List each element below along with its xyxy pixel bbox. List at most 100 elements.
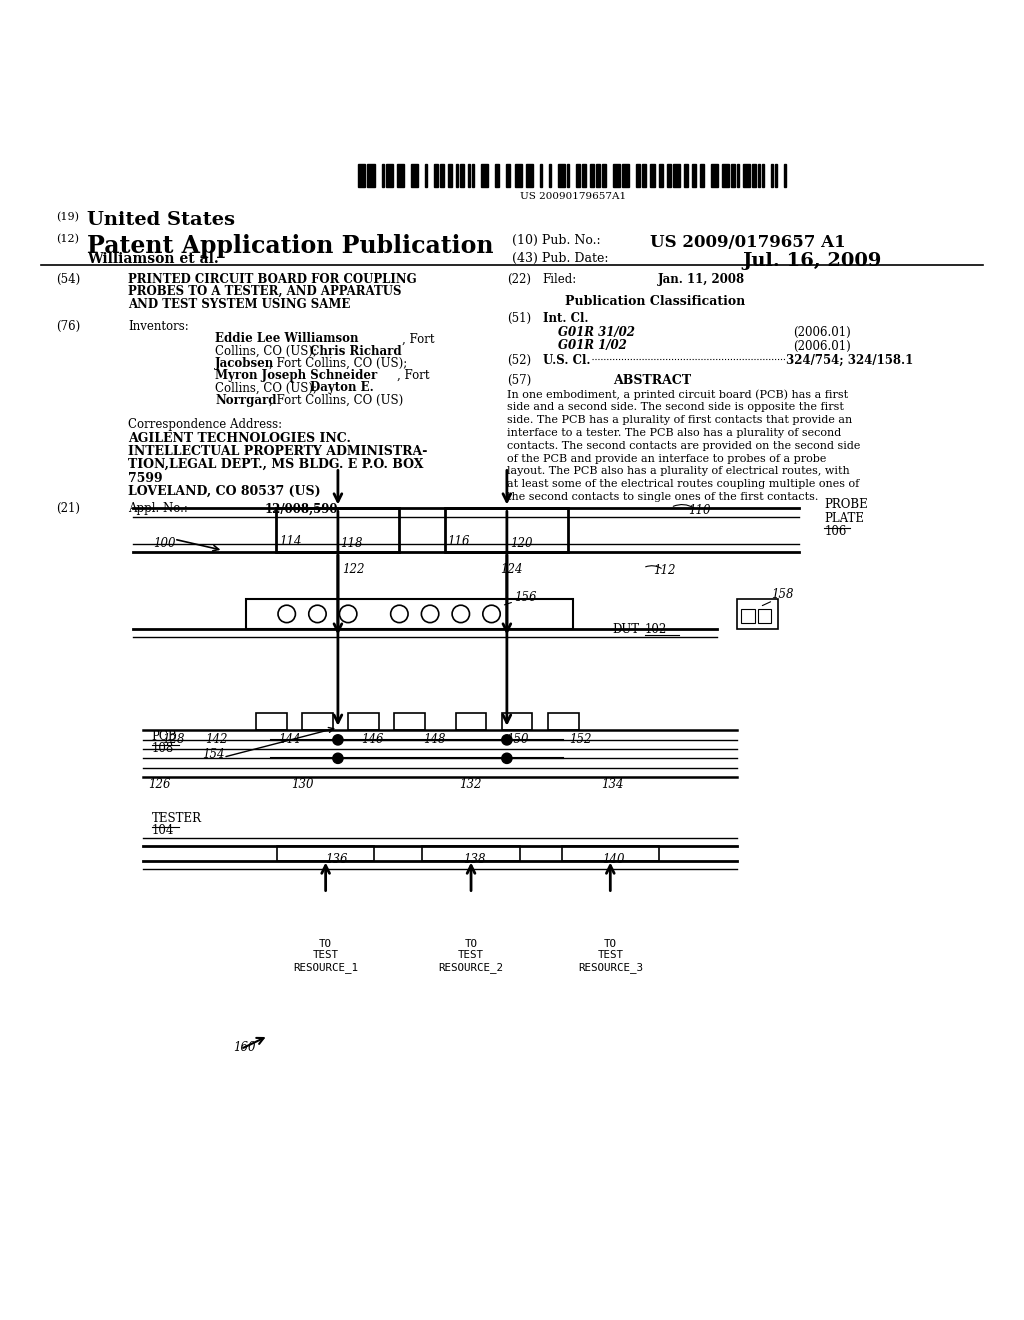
Text: (51): (51) [507, 312, 531, 325]
Bar [575, 165, 580, 187]
Bar [784, 165, 786, 187]
Bar [394, 713, 425, 730]
Bar [737, 165, 739, 187]
Text: Inventors:: Inventors: [128, 319, 188, 333]
Bar [456, 165, 458, 187]
Text: ABSTRACT: ABSTRACT [613, 375, 691, 387]
Text: 132: 132 [459, 779, 481, 792]
Bar [434, 165, 438, 187]
Text: 146: 146 [361, 734, 384, 746]
Text: Publication Classification: Publication Classification [565, 296, 745, 309]
Text: 118: 118 [340, 537, 362, 549]
Text: , Fort Collins, CO (US);: , Fort Collins, CO (US); [269, 356, 408, 370]
Text: 128: 128 [162, 734, 184, 746]
Text: Williamson et al.: Williamson et al. [87, 252, 219, 267]
Text: 108: 108 [152, 742, 174, 755]
Text: 122: 122 [342, 564, 365, 577]
Bar [650, 165, 654, 187]
Text: TO
TEST
RESOURCE_1: TO TEST RESOURCE_1 [293, 939, 358, 973]
Bar [743, 165, 751, 187]
Text: 140: 140 [602, 853, 625, 866]
Text: AGILENT TECHNOLOGIES INC.: AGILENT TECHNOLOGIES INC. [128, 432, 351, 445]
Text: LOVELAND, CO 80537 (US): LOVELAND, CO 80537 (US) [128, 484, 321, 498]
Text: (76): (76) [56, 319, 81, 333]
Bar [692, 165, 696, 187]
Text: 150: 150 [506, 734, 528, 746]
Text: 152: 152 [569, 734, 592, 746]
Text: PCB: PCB [152, 730, 177, 743]
Text: TION,LEGAL DEPT., MS BLDG. E P.O. BOX: TION,LEGAL DEPT., MS BLDG. E P.O. BOX [128, 458, 424, 471]
Text: 112: 112 [653, 565, 676, 577]
Text: of the PCB and provide an interface to probes of a probe: of the PCB and provide an interface to p… [507, 454, 826, 463]
Text: , Fort: , Fort [402, 333, 435, 346]
Text: Collins, CO (US);: Collins, CO (US); [215, 381, 321, 395]
Bar [762, 165, 764, 187]
Text: (19): (19) [56, 211, 79, 222]
Text: United States: United States [87, 211, 236, 230]
Text: 144: 144 [279, 734, 301, 746]
Bar [771, 165, 773, 187]
Bar [525, 165, 532, 187]
Bar [276, 508, 399, 553]
Bar [596, 165, 600, 187]
Bar [460, 165, 464, 187]
Bar [775, 165, 777, 187]
Text: 100: 100 [154, 537, 176, 549]
Text: the second contacts to single ones of the first contacts.: the second contacts to single ones of th… [507, 492, 818, 502]
Text: (12): (12) [56, 234, 79, 244]
Text: Myron Joseph Schneider: Myron Joseph Schneider [215, 370, 377, 383]
Text: interface to a tester. The PCB also has a plurality of second: interface to a tester. The PCB also has … [507, 428, 841, 438]
Circle shape [502, 735, 512, 744]
Circle shape [333, 754, 343, 763]
Bar [396, 165, 403, 187]
Text: layout. The PCB also has a plurality of electrical routes, with: layout. The PCB also has a plurality of … [507, 466, 850, 477]
Text: , Fort: , Fort [397, 370, 430, 383]
Text: 12/008,590: 12/008,590 [264, 503, 338, 515]
Bar [758, 165, 760, 187]
Bar [636, 165, 640, 187]
Bar [582, 165, 586, 187]
Text: PROBES TO A TESTER, AND APPARATUS: PROBES TO A TESTER, AND APPARATUS [128, 285, 401, 298]
Bar [549, 165, 551, 187]
Text: TO
TEST
RESOURCE_2: TO TEST RESOURCE_2 [438, 939, 504, 973]
Text: (57): (57) [507, 375, 531, 387]
Text: side. The PCB has a plurality of first contacts that provide an: side. The PCB has a plurality of first c… [507, 416, 852, 425]
Bar [613, 165, 621, 187]
Text: , Fort Collins, CO (US): , Fort Collins, CO (US) [269, 393, 403, 407]
Text: Appl. No.:: Appl. No.: [128, 503, 187, 515]
Bar [722, 165, 729, 187]
Bar [423, 846, 520, 861]
Bar [731, 165, 735, 187]
Bar [348, 713, 379, 730]
Text: (43) Pub. Date:: (43) Pub. Date: [512, 252, 608, 265]
Bar [548, 713, 579, 730]
Bar [623, 165, 630, 187]
Bar [590, 165, 594, 187]
Text: (22): (22) [507, 273, 530, 286]
Bar [602, 165, 606, 187]
Text: Int. Cl.: Int. Cl. [543, 312, 588, 325]
Circle shape [502, 754, 512, 763]
Bar [558, 165, 565, 187]
Text: Norrgard: Norrgard [215, 393, 276, 407]
Bar [382, 165, 384, 187]
Text: (2006.01): (2006.01) [794, 326, 851, 339]
Bar [507, 165, 511, 187]
Text: 124: 124 [500, 564, 522, 577]
Text: Collins, CO (US);: Collins, CO (US); [215, 345, 321, 358]
Text: G01R 1/02: G01R 1/02 [558, 339, 627, 352]
Bar [445, 508, 568, 553]
Text: Jacobsen: Jacobsen [215, 356, 274, 370]
Bar [540, 165, 542, 187]
Text: 116: 116 [447, 535, 470, 548]
Text: 120: 120 [510, 537, 532, 549]
Bar [449, 165, 452, 187]
Text: 7599: 7599 [128, 471, 163, 484]
Text: PRINTED CIRCUIT BOARD FOR COUPLING: PRINTED CIRCUIT BOARD FOR COUPLING [128, 273, 417, 286]
Text: at least some of the electrical routes coupling multiple ones of: at least some of the electrical routes c… [507, 479, 859, 490]
Text: Filed:: Filed: [543, 273, 577, 286]
Text: 134: 134 [601, 779, 624, 792]
Text: (21): (21) [56, 503, 80, 515]
Bar [514, 165, 521, 187]
Text: 142: 142 [205, 734, 227, 746]
